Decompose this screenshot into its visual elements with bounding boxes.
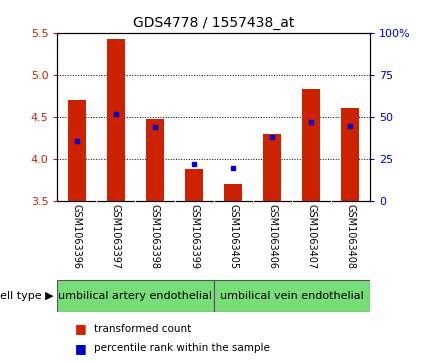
Bar bbox=[185, 170, 203, 201]
Bar bbox=[213, 280, 370, 312]
Bar bbox=[107, 38, 125, 201]
Text: GSM1063408: GSM1063408 bbox=[345, 204, 355, 269]
Text: GSM1063397: GSM1063397 bbox=[111, 204, 121, 269]
Bar bbox=[264, 134, 281, 201]
Text: ■: ■ bbox=[74, 342, 86, 355]
Bar bbox=[303, 89, 320, 201]
Text: GSM1063405: GSM1063405 bbox=[228, 204, 238, 269]
Bar bbox=[57, 280, 213, 312]
Text: ■: ■ bbox=[74, 322, 86, 335]
Text: GSM1063407: GSM1063407 bbox=[306, 204, 316, 269]
Bar bbox=[146, 119, 164, 201]
Text: transformed count: transformed count bbox=[94, 323, 191, 334]
Text: percentile rank within the sample: percentile rank within the sample bbox=[94, 343, 269, 354]
Bar bbox=[68, 100, 86, 201]
Title: GDS4778 / 1557438_at: GDS4778 / 1557438_at bbox=[133, 16, 294, 30]
Text: umbilical vein endothelial: umbilical vein endothelial bbox=[220, 291, 363, 301]
Text: GSM1063399: GSM1063399 bbox=[189, 204, 199, 269]
Text: GSM1063398: GSM1063398 bbox=[150, 204, 160, 269]
Text: cell type ▶: cell type ▶ bbox=[0, 291, 53, 301]
Bar bbox=[224, 184, 242, 201]
Bar bbox=[341, 108, 359, 201]
Text: GSM1063406: GSM1063406 bbox=[267, 204, 277, 269]
Text: umbilical artery endothelial: umbilical artery endothelial bbox=[59, 291, 212, 301]
Text: GSM1063396: GSM1063396 bbox=[72, 204, 82, 269]
